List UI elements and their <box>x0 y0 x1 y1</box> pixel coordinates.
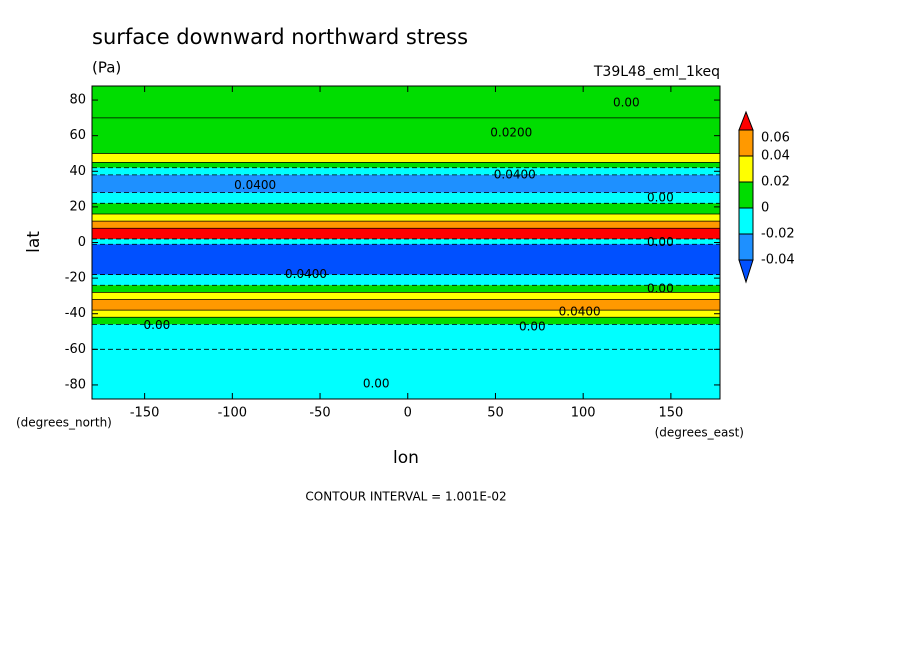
y-tick-label: 40 <box>69 164 86 179</box>
y-units: (degrees_north) <box>16 416 112 430</box>
contour-band <box>92 299 720 311</box>
x-units: (degrees_east) <box>655 426 744 440</box>
chart-title: surface downward northward stress <box>92 25 468 49</box>
contour-band <box>92 221 720 229</box>
y-tick-label: 0 <box>78 235 86 250</box>
colorbar-box <box>738 233 754 261</box>
colorbar-label: -0.04 <box>761 253 795 268</box>
y-tick-label: -80 <box>65 377 86 392</box>
contour-band <box>92 310 720 318</box>
x-tick-label: 150 <box>658 406 683 421</box>
contour-band <box>92 238 720 245</box>
colorbar-bottom <box>738 259 754 284</box>
x-tick-label: -150 <box>130 406 160 421</box>
contour-band <box>92 167 720 175</box>
contour-label: 0.00 <box>519 320 546 334</box>
contour-label: 0.00 <box>647 190 674 204</box>
contour-band <box>92 117 720 154</box>
x-tick-label: -100 <box>218 406 248 421</box>
y-tick-label: 80 <box>69 93 86 108</box>
units: (Pa) <box>92 59 121 77</box>
contour-label: 0.00 <box>363 377 390 391</box>
contour-label: 0.00 <box>613 96 640 110</box>
contour-band <box>92 192 720 204</box>
contour-band <box>92 228 720 239</box>
contour-label: 0.0400 <box>494 167 536 181</box>
y-tick-label: 60 <box>69 128 86 143</box>
contour-band <box>92 162 720 168</box>
contour-label: 0.00 <box>647 235 674 249</box>
y-tick-label: 20 <box>69 199 86 214</box>
y-axis-label: lat <box>24 231 44 253</box>
contour-band <box>92 292 720 300</box>
x-tick-label: 0 <box>404 406 412 421</box>
contour-label: 0.0400 <box>559 304 601 318</box>
contour-label: 0.0400 <box>234 178 276 192</box>
x-axis-label: lon <box>393 448 419 468</box>
contour-label: 0.00 <box>144 318 171 332</box>
x-tick-label: 100 <box>571 406 596 421</box>
contour-band <box>92 244 720 275</box>
y-tick-label: -60 <box>65 342 86 357</box>
contour-band <box>92 274 720 286</box>
contour-band <box>92 214 720 222</box>
colorbar-top <box>738 110 754 131</box>
colorbar-label: -0.02 <box>761 227 795 242</box>
contour-band <box>92 324 720 350</box>
contour-band <box>92 174 720 193</box>
y-tick-label: -40 <box>65 306 86 321</box>
contour-band <box>92 153 720 163</box>
footer: CONTOUR INTERVAL = 1.001E-02 <box>305 490 506 504</box>
contour-label: 0.00 <box>647 281 674 295</box>
contour-band <box>92 349 720 399</box>
contour-band <box>92 86 720 118</box>
contour-label: 0.0200 <box>490 126 532 140</box>
colorbar-box <box>738 155 754 183</box>
contour-band <box>92 203 720 215</box>
x-tick-label: 50 <box>487 406 504 421</box>
colorbar-box <box>738 129 754 157</box>
colorbar-box <box>738 207 754 235</box>
colorbar-label: 0.06 <box>761 131 790 146</box>
y-tick-label: -20 <box>65 271 86 286</box>
colorbar-label: 0 <box>761 201 769 216</box>
contour-band <box>92 285 720 293</box>
x-tick-label: -50 <box>309 406 330 421</box>
contour-label: 0.0400 <box>285 267 327 281</box>
colorbar-box <box>738 181 754 209</box>
contour-band <box>92 317 720 325</box>
run-label: T39L48_eml_1keq <box>593 64 720 80</box>
colorbar-label: 0.04 <box>761 149 790 164</box>
colorbar-label: 0.02 <box>761 175 790 190</box>
